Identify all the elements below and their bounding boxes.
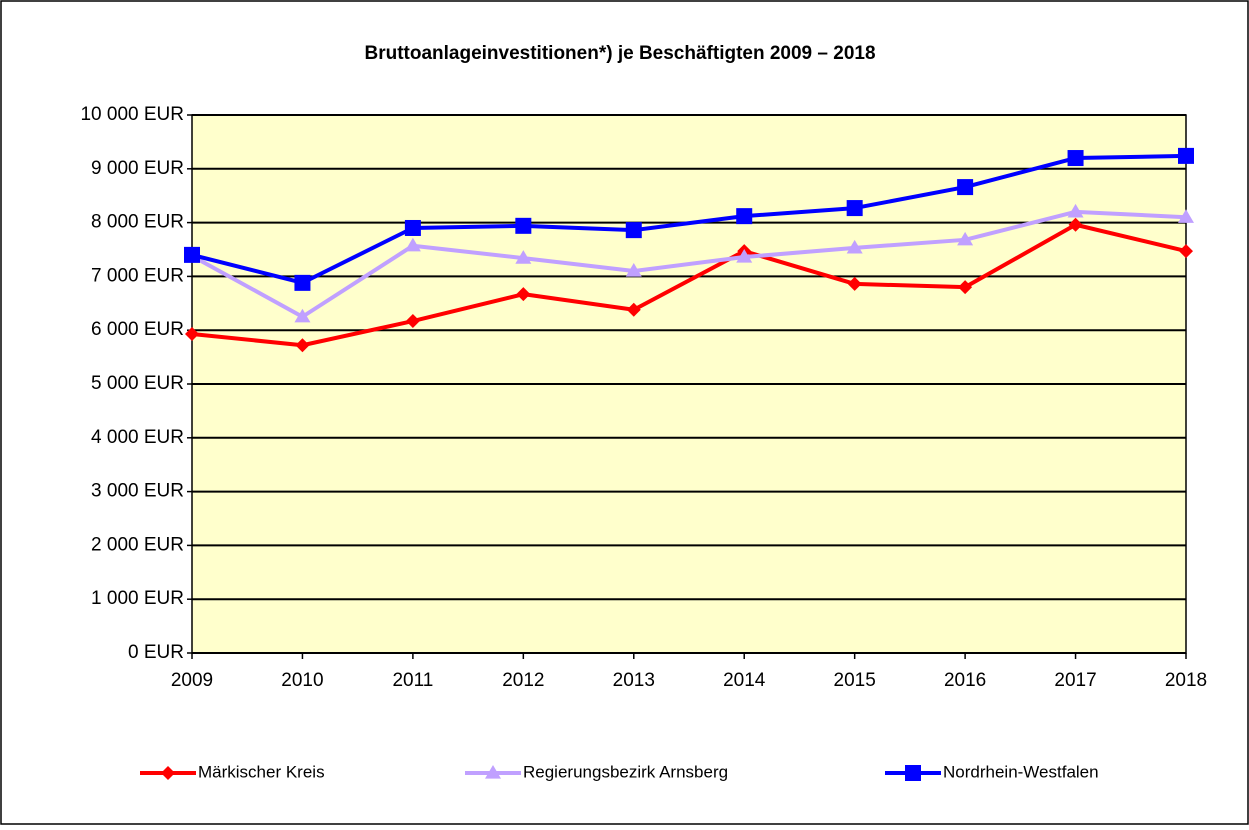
data-point	[846, 239, 863, 254]
data-point	[185, 326, 199, 341]
y-tick-label: 5 000 EUR	[91, 373, 184, 394]
y-tick-label: 10 000 EUR	[80, 104, 184, 125]
x-tick-label: 2015	[834, 670, 876, 691]
legend-label: Märkischer Kreis	[198, 762, 325, 781]
y-tick-label: 6 000 EUR	[91, 319, 184, 340]
series-line	[191, 222, 1187, 348]
x-tick-label: 2014	[723, 670, 766, 691]
data-point	[405, 314, 420, 329]
y-tick-label: 7 000 EUR	[91, 265, 184, 286]
data-point	[294, 274, 311, 291]
x-tick-label: 2009	[171, 670, 213, 691]
data-point	[184, 246, 200, 263]
data-point	[404, 237, 421, 252]
y-tick-label: 4 000 EUR	[91, 427, 184, 448]
data-point	[1178, 209, 1194, 223]
data-point	[1068, 217, 1083, 232]
y-tick-label: 2 000 EUR	[91, 534, 184, 555]
legend-label: Regierungsbezirk Arnsberg	[523, 762, 728, 781]
legend-label: Nordrhein-Westfalen	[943, 762, 1099, 781]
y-tick-label: 1 000 EUR	[91, 588, 184, 609]
data-point	[736, 249, 753, 263]
y-tick-label: 9 000 EUR	[91, 158, 184, 179]
data-point	[516, 287, 531, 302]
x-tick-label: 2017	[1054, 670, 1096, 691]
data-point	[515, 250, 532, 264]
data-point	[625, 222, 642, 239]
data-point	[1179, 244, 1193, 259]
data-point	[957, 231, 974, 246]
data-point	[1067, 203, 1084, 218]
data-point	[957, 179, 974, 196]
data-point	[1067, 150, 1084, 167]
data-point	[515, 217, 532, 234]
chart-title: Bruttoanlageinvestitionen*) je Beschäfti…	[364, 43, 875, 64]
series-line	[191, 153, 1187, 285]
data-point	[295, 338, 310, 353]
x-tick-label: 2013	[613, 670, 655, 691]
y-tick-label: 3 000 EUR	[91, 481, 184, 502]
y-tick-label: 0 EUR	[128, 642, 184, 663]
x-tick-label: 2011	[392, 670, 433, 691]
data-point	[626, 302, 641, 317]
data-point	[404, 219, 421, 236]
data-point	[294, 308, 311, 323]
data-point	[958, 280, 973, 295]
data-point	[847, 276, 862, 291]
data-point	[846, 200, 863, 217]
x-tick-label: 2012	[502, 670, 544, 691]
data-point	[1178, 147, 1194, 164]
data-point	[736, 208, 753, 225]
legend-marker	[905, 765, 921, 781]
legend-marker	[485, 765, 501, 779]
y-tick-label: 8 000 EUR	[91, 212, 184, 233]
x-tick-label: 2010	[281, 670, 323, 691]
legend-marker	[161, 766, 175, 780]
x-tick-label: 2016	[944, 670, 986, 691]
series-line	[191, 209, 1187, 319]
x-tick-label: 2018	[1165, 670, 1207, 691]
data-point	[625, 263, 642, 277]
